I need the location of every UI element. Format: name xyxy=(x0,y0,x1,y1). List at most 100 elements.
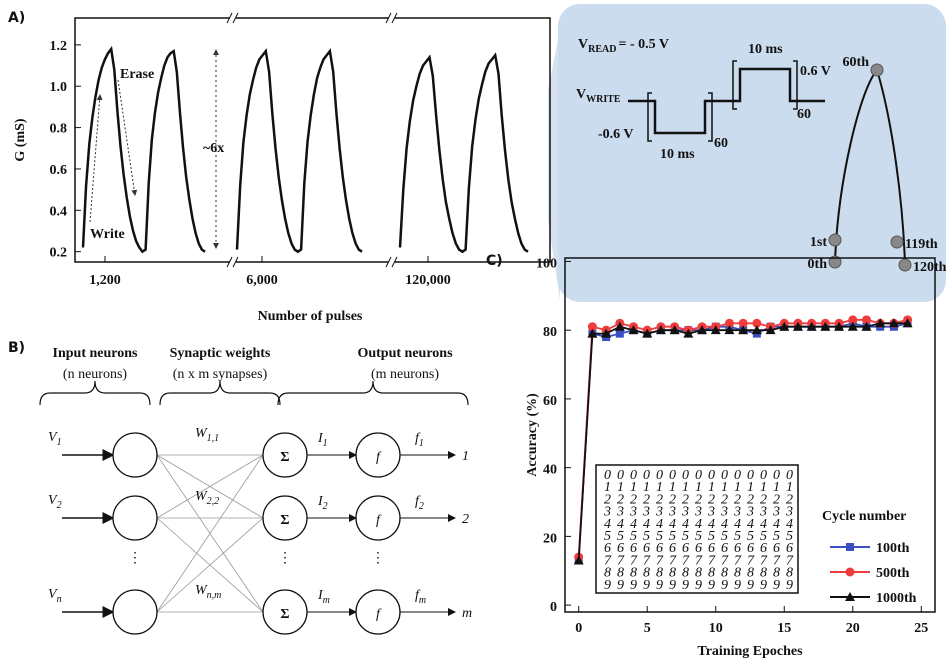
mnist-digit: 9 xyxy=(617,578,624,593)
x-axis-label: Number of pulses xyxy=(258,309,363,324)
cycle-point xyxy=(891,236,903,248)
input-neuron xyxy=(113,433,157,477)
weight-label: Wn,m xyxy=(195,583,221,601)
header-sub: (n neurons) xyxy=(63,367,127,382)
v-read-symbol: V xyxy=(578,37,588,52)
g-curve xyxy=(237,51,362,252)
y-axis-label: G (mS) xyxy=(13,118,28,162)
header-sub: (m neurons) xyxy=(371,367,439,382)
v-read-value: = - 0.5 V xyxy=(618,37,669,52)
sum-symbol: Σ xyxy=(280,450,289,465)
mnist-digit: 9 xyxy=(669,578,676,593)
output-f-label: fm xyxy=(415,588,426,606)
cycle-point xyxy=(829,234,841,246)
mnist-digit: 9 xyxy=(747,578,754,593)
legend-marker xyxy=(846,543,854,551)
current-label-sub: m xyxy=(323,595,330,606)
x-tick-label: 0 xyxy=(575,621,582,636)
x-tick-label: 25 xyxy=(914,621,928,636)
x-tick-label: 10 xyxy=(709,621,723,636)
point-label: 119th xyxy=(905,237,938,252)
input-label: V2 xyxy=(48,493,62,511)
x-tick-label: 6,000 xyxy=(246,273,278,288)
header-title: Input neurons xyxy=(53,346,139,361)
annotation-ratio: ~6x xyxy=(203,141,224,156)
v-write-sub: WRITE xyxy=(586,94,621,105)
y-tick-label: 0.4 xyxy=(50,204,68,219)
legend-label: 100th xyxy=(876,541,910,556)
x-axis-label: Training Epoches xyxy=(697,644,803,659)
output-f-label-sub: 1 xyxy=(419,438,424,449)
point-label: 0th xyxy=(808,257,828,272)
weight-label: W1,1 xyxy=(195,426,219,444)
v-write-symbol: V xyxy=(576,87,586,102)
input-label: V1 xyxy=(48,430,62,448)
output-f-label-sub: m xyxy=(419,595,426,606)
pulse-label: 0.6 V xyxy=(800,64,831,79)
mnist-digit: 9 xyxy=(786,578,793,593)
panel-label: A) xyxy=(8,10,25,26)
mnist-digit: 9 xyxy=(656,578,663,593)
header-sub: (n x m synapses) xyxy=(173,367,268,382)
annotation-write: Write xyxy=(90,227,125,242)
weight-label-sub: 2,2 xyxy=(207,496,220,507)
legend-marker xyxy=(846,568,855,577)
figure: ΣfΣfΣf A)B)C)0.20.40.60.81.01.2G (mS)Num… xyxy=(0,0,950,659)
current-label: I1 xyxy=(317,431,328,449)
point-label: 120th xyxy=(913,260,947,275)
marker xyxy=(616,330,624,338)
y-tick-label: 0 xyxy=(550,600,557,615)
page: ΣfΣfΣf A)B)C)0.20.40.60.81.01.2G (mS)Num… xyxy=(0,0,950,659)
x-tick-label: 20 xyxy=(846,621,860,636)
pulse-label: -0.6 V xyxy=(598,127,634,142)
output-f-label: f1 xyxy=(415,431,424,449)
network-nodes: ΣfΣfΣf xyxy=(62,433,455,634)
legend-label: 500th xyxy=(876,566,910,581)
input-neuron xyxy=(113,590,157,634)
y-tick-label: 80 xyxy=(543,325,557,340)
pulse-label: 10 ms xyxy=(660,147,695,162)
pulse-label: 10 ms xyxy=(748,42,783,57)
output-label: m xyxy=(462,606,472,621)
write-arrow xyxy=(90,95,100,222)
mnist-digit: 9 xyxy=(630,578,637,593)
header-title: Synaptic weights xyxy=(170,346,271,361)
mnist-digit: 9 xyxy=(604,578,611,593)
y-tick-label: 100 xyxy=(536,256,557,271)
output-label: 2 xyxy=(462,512,469,527)
y-tick-label: 0.6 xyxy=(50,163,68,178)
cycle-point xyxy=(899,259,911,271)
y-tick-label: 60 xyxy=(543,394,557,409)
ellipsis: ⋮ xyxy=(128,551,142,566)
input-label-sub: n xyxy=(57,594,62,605)
output-f-label: f2 xyxy=(415,494,424,512)
annotation-erase: Erase xyxy=(120,67,154,82)
header-title: Output neurons xyxy=(357,346,453,361)
input-label-sub: 1 xyxy=(57,437,62,448)
mnist-digit: 9 xyxy=(643,578,650,593)
x-tick-label: 15 xyxy=(777,621,791,636)
x-tick-label: 5 xyxy=(644,621,651,636)
y-tick-label: 1.2 xyxy=(50,39,68,54)
mnist-digit: 9 xyxy=(760,578,767,593)
pulse-label: 60 xyxy=(714,136,728,151)
weight-label-sub: 1,1 xyxy=(207,433,220,444)
output-f-label-sub: 2 xyxy=(419,501,424,512)
weight-label-sub: n,m xyxy=(207,590,222,601)
network xyxy=(40,381,468,405)
input-label-sub: 2 xyxy=(57,500,62,511)
x-tick-label: 120,000 xyxy=(405,273,451,288)
y-axis-label: Accuracy (%) xyxy=(525,393,540,477)
mnist-digit: 9 xyxy=(734,578,741,593)
cycle-point xyxy=(871,64,883,76)
y-tick-label: 0.8 xyxy=(50,122,68,137)
point-label: 60th xyxy=(843,55,870,70)
ellipsis: ⋮ xyxy=(278,551,292,566)
mnist-digit: 9 xyxy=(708,578,715,593)
legend-label: 1000th xyxy=(876,591,917,606)
input-neuron xyxy=(113,496,157,540)
g-curve xyxy=(400,55,528,252)
mnist-digit: 9 xyxy=(773,578,780,593)
input-label: Vn xyxy=(48,587,62,605)
weight-label: W2,2 xyxy=(195,489,219,507)
